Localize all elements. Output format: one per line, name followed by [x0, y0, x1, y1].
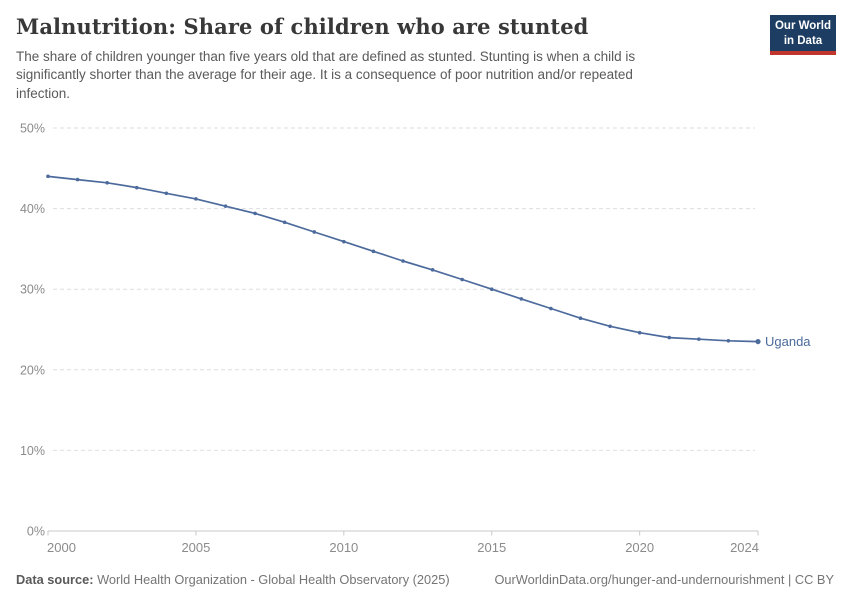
data-source: Data source: World Health Organization -…	[16, 572, 450, 587]
data-point-2024	[755, 338, 761, 345]
data-point-2004	[164, 191, 169, 196]
y-tick-label-0: 0%	[27, 525, 45, 539]
data-point-2015	[489, 287, 494, 292]
footer-link[interactable]: OurWorldinData.org/hunger-and-undernouri…	[494, 572, 834, 587]
y-tick-label-50: 50%	[20, 122, 45, 136]
data-point-2001	[75, 177, 80, 182]
data-point-2012	[401, 259, 405, 263]
data-point-2023	[726, 338, 731, 343]
data-point-2022	[697, 337, 701, 341]
data-point-2014	[460, 277, 464, 282]
owid-logo[interactable]: Our World in Data	[770, 15, 836, 56]
data-source-label: Data source:	[16, 572, 94, 587]
data-point-2018	[578, 316, 583, 321]
x-tick-label-2000: 2000	[47, 540, 76, 555]
uganda-series-line	[47, 175, 759, 343]
x-tick-label-2020: 2020	[625, 540, 654, 555]
x-tick-label-2015: 2015	[477, 540, 506, 555]
series-end-label-uganda: Uganda	[765, 334, 811, 349]
y-tick-label-10: 10%	[20, 444, 45, 458]
x-tick-label-2005: 2005	[181, 540, 210, 555]
x-tick-label-2024: 2024	[730, 540, 759, 555]
data-point-2003	[134, 185, 139, 190]
data-point-2017	[549, 306, 553, 311]
chart-footer: Data source: World Health Organization -…	[16, 572, 834, 587]
data-point-2000	[46, 174, 50, 179]
data-point-2002	[105, 181, 109, 185]
data-point-2021	[667, 335, 672, 340]
data-point-2019	[608, 324, 612, 329]
data-point-2008	[282, 220, 287, 225]
owid-logo-line1: Our World	[774, 20, 831, 32]
data-point-2013	[430, 268, 435, 272]
data-point-2009	[312, 230, 317, 234]
data-point-2011	[371, 249, 376, 254]
data-point-2020	[637, 330, 642, 335]
data-point-2005	[194, 197, 198, 201]
y-tick-label-40: 40%	[20, 202, 45, 216]
y-tick-label-30: 30%	[20, 283, 45, 297]
data-point-2010	[342, 239, 346, 244]
data-point-2006	[223, 204, 228, 208]
page-subtitle: The share of children younger than five …	[16, 49, 636, 101]
data-source-value: World Health Organization - Global Healt…	[93, 572, 450, 587]
page-title: Malnutrition: Share of children who are …	[16, 14, 589, 39]
chart-header: Malnutrition: Share of children who are …	[16, 14, 760, 103]
owid-logo-line2: in Data	[783, 34, 823, 47]
x-tick-label-2010: 2010	[329, 540, 358, 555]
y-tick-label-20: 20%	[20, 363, 45, 377]
data-point-2016	[519, 297, 524, 301]
data-point-2007	[253, 211, 257, 216]
